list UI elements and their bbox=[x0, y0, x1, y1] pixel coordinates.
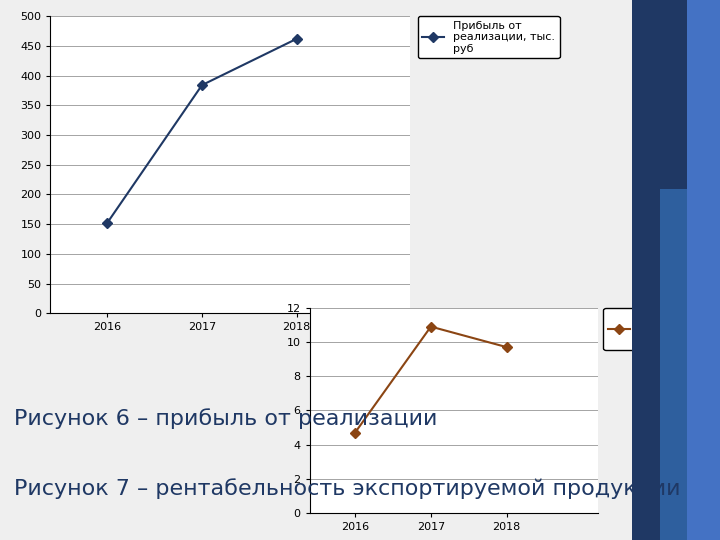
Text: Рисунок 7 – рентабельность экспортируемой продукции: Рисунок 7 – рентабельность экспортируемо… bbox=[14, 478, 681, 499]
Legend: Рентабельность
экспортируемой
продукции, %: Рентабельность экспортируемой продукции,… bbox=[603, 308, 720, 350]
Рентабельность
экспортируемой
продукции, % bbox=[426, 323, 435, 330]
Прибыль от
реализации, тыс.
руб bbox=[103, 220, 112, 226]
Прибыль от
реализации, тыс.
руб bbox=[198, 82, 207, 89]
Line: Прибыль от
реализации, тыс.
руб: Прибыль от реализации, тыс. руб bbox=[104, 35, 300, 226]
Text: Рисунок 6 – прибыль от реализации: Рисунок 6 – прибыль от реализации bbox=[14, 408, 438, 429]
Рентабельность
экспортируемой
продукции, % bbox=[351, 429, 359, 436]
Legend: Прибыль от
реализации, тыс.
руб: Прибыль от реализации, тыс. руб bbox=[418, 16, 559, 58]
Рентабельность
экспортируемой
продукции, % bbox=[503, 344, 511, 350]
Прибыль от
реализации, тыс.
руб bbox=[292, 36, 301, 42]
Line: Рентабельность
экспортируемой
продукции, %: Рентабельность экспортируемой продукции,… bbox=[351, 323, 510, 436]
